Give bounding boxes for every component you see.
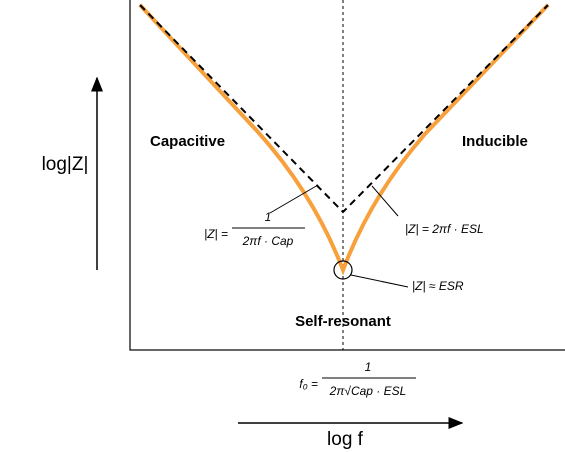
impedance-curve xyxy=(138,3,550,276)
leader xyxy=(269,184,319,214)
plot-frame xyxy=(129,0,565,351)
formula: f₀ = xyxy=(299,377,318,391)
formula: |Z| = 2πf · ESL xyxy=(405,222,484,236)
formula: 2πf · Cap xyxy=(242,234,294,248)
formula: |Z| ≈ ESR xyxy=(412,279,464,293)
formula: 1 xyxy=(365,360,372,374)
asymptotes xyxy=(139,4,549,214)
formula: 2π√Cap · ESL xyxy=(329,384,407,398)
resonance-marker xyxy=(333,260,353,280)
region-label: Inducible xyxy=(462,133,528,150)
formula: 1 xyxy=(265,210,272,224)
region-label: Capacitive xyxy=(150,133,225,150)
x-label: log f xyxy=(327,429,364,450)
region-label: Self-resonant xyxy=(295,313,391,330)
y-label: log|Z| xyxy=(42,154,89,175)
leader xyxy=(350,274,409,288)
formula: |Z| = xyxy=(204,227,228,241)
leader xyxy=(371,185,399,217)
